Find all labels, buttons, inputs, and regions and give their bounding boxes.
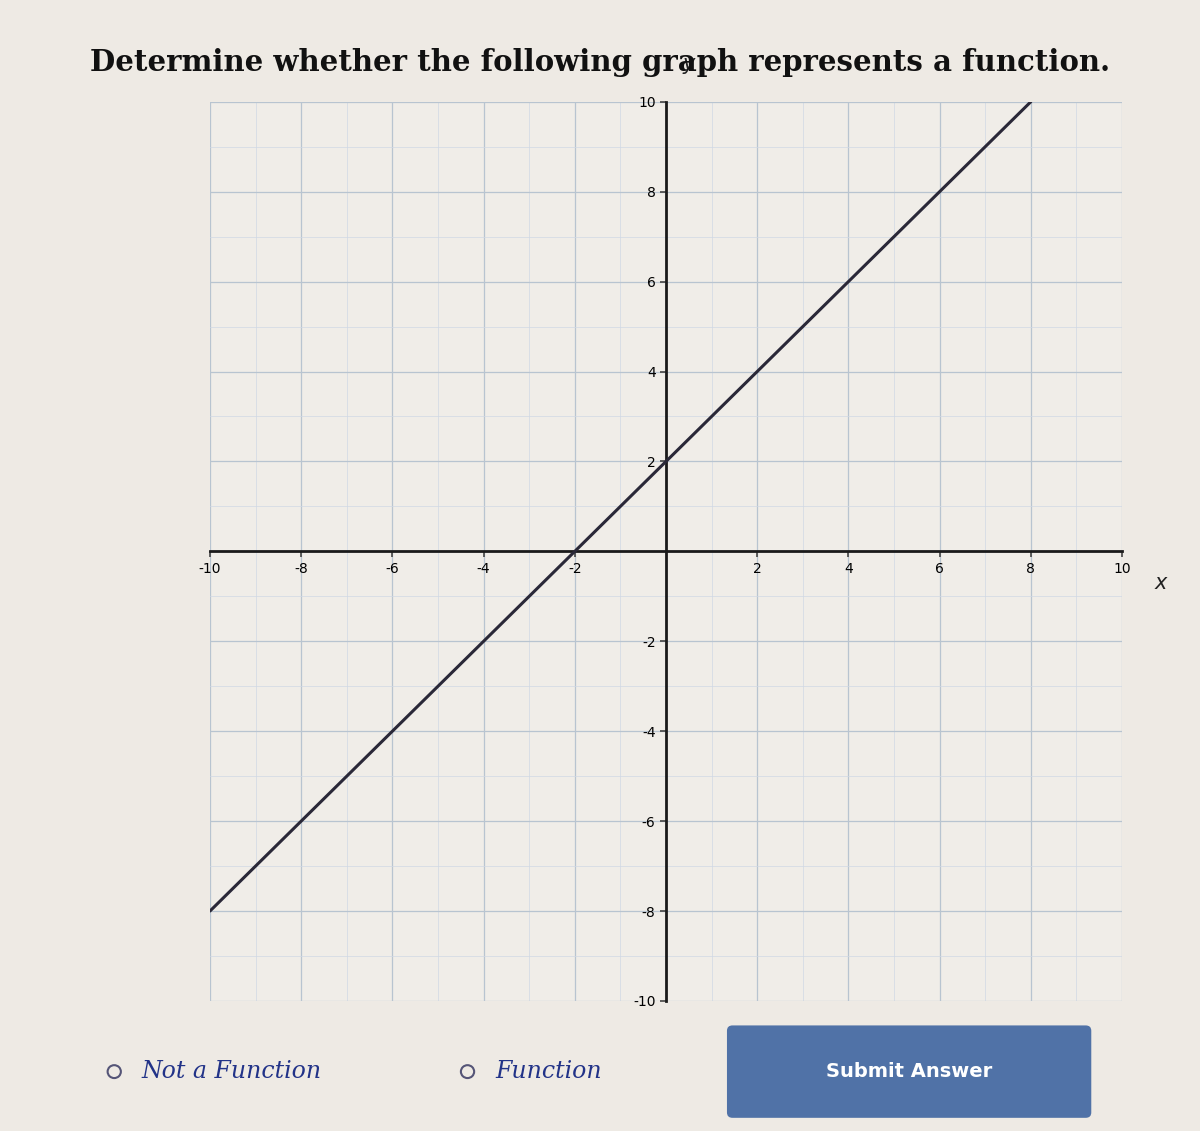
- Text: y: y: [683, 53, 695, 74]
- Text: Function: Function: [496, 1060, 601, 1083]
- FancyBboxPatch shape: [727, 1026, 1091, 1117]
- Text: Determine whether the following graph represents a function.: Determine whether the following graph re…: [90, 48, 1110, 77]
- Text: Submit Answer: Submit Answer: [826, 1062, 992, 1081]
- Text: Not a Function: Not a Function: [142, 1060, 322, 1083]
- Text: x: x: [1154, 572, 1166, 593]
